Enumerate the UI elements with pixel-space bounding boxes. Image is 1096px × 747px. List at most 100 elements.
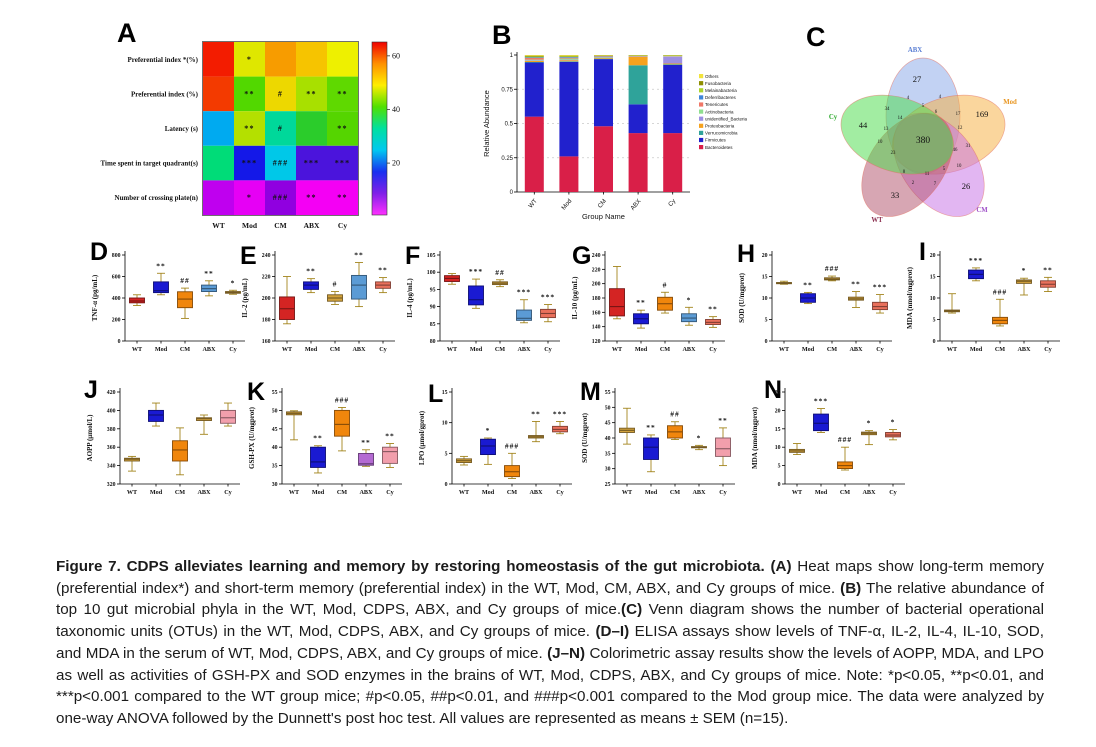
svg-text:10: 10: [762, 296, 768, 302]
svg-text:320: 320: [107, 482, 116, 488]
svg-text:Cy: Cy: [556, 489, 564, 496]
svg-text:Cy: Cy: [1044, 346, 1052, 353]
svg-text:Verrucomicrobia: Verrucomicrobia: [705, 131, 738, 136]
svg-text:ABX: ABX: [304, 221, 320, 230]
svg-text:##: ##: [495, 268, 505, 277]
svg-text:###: ###: [993, 287, 1007, 296]
svg-text:Melainabacteria: Melainabacteria: [705, 88, 737, 93]
svg-text:**: **: [378, 266, 388, 275]
svg-text:17: 17: [956, 112, 961, 117]
svg-text:WT: WT: [612, 346, 623, 353]
svg-text:Mod: Mod: [802, 346, 815, 353]
svg-text:ABX: ABX: [849, 346, 863, 353]
svg-text:Cy: Cy: [338, 221, 347, 230]
svg-text:CM: CM: [596, 198, 608, 210]
svg-text:*: *: [867, 419, 872, 428]
svg-text:25: 25: [775, 390, 781, 396]
svg-text:MDA (nmol/mgprot): MDA (nmol/mgprot): [751, 406, 759, 469]
svg-text:Mod: Mod: [645, 489, 658, 496]
svg-text:ABX: ABX: [197, 489, 211, 496]
panel-letter-n: N: [764, 376, 783, 404]
svg-text:CM: CM: [976, 207, 988, 214]
svg-text:***: ***: [814, 397, 828, 406]
svg-text:5: 5: [778, 464, 781, 470]
svg-text:Mod: Mod: [1003, 99, 1017, 106]
svg-text:SOD (U/mgprot): SOD (U/mgprot): [581, 412, 589, 463]
svg-text:**: **: [204, 269, 214, 278]
svg-text:10: 10: [930, 296, 936, 302]
panel-letter-c: C: [806, 22, 826, 52]
svg-text:Tenericutes: Tenericutes: [705, 102, 729, 107]
svg-text:###: ###: [838, 435, 852, 444]
svg-text:***: ***: [873, 283, 887, 292]
svg-text:***: ***: [335, 159, 351, 168]
svg-text:WT: WT: [947, 346, 958, 353]
svg-text:Cy: Cy: [829, 114, 838, 121]
panel-letter-k: K: [247, 378, 266, 406]
svg-text:ABX: ABX: [862, 489, 876, 496]
svg-text:8: 8: [903, 170, 906, 175]
svg-text:380: 380: [916, 136, 931, 146]
svg-text:55: 55: [605, 390, 611, 396]
svg-text:40: 40: [392, 105, 400, 114]
svg-text:2: 2: [912, 181, 915, 186]
svg-text:30: 30: [272, 482, 278, 488]
svg-text:ABX: ABX: [692, 489, 706, 496]
svg-text:AOPP (μmol/L): AOPP (μmol/L): [86, 414, 94, 462]
boxplot-aopp: 320 340 360 380 400 420 WT Mod CM ABX Cy AOPP (μmol…: [86, 388, 240, 496]
svg-text:CM: CM: [660, 346, 670, 353]
svg-text:IL-4 (pg/mL): IL-4 (pg/mL): [406, 278, 414, 318]
svg-text:***: ***: [242, 159, 258, 168]
svg-text:Mod: Mod: [970, 346, 983, 353]
panel-letter-m: M: [580, 378, 601, 406]
svg-text:**: **: [385, 432, 395, 441]
svg-text:5: 5: [933, 318, 936, 324]
svg-text:Mod: Mod: [150, 489, 163, 496]
panel-letter-i: I: [919, 238, 926, 266]
panel-letter-g: G: [572, 242, 592, 270]
svg-text:**: **: [156, 261, 166, 270]
svg-text:***: ***: [469, 267, 483, 276]
svg-text:90: 90: [430, 305, 436, 311]
svg-text:220: 220: [592, 267, 601, 273]
svg-text:0: 0: [765, 339, 768, 345]
panel-letter-a: A: [117, 18, 137, 48]
svg-text:15: 15: [762, 275, 768, 281]
svg-text:GSH-PX (U/mgprot): GSH-PX (U/mgprot): [248, 406, 256, 469]
svg-text:ABX: ABX: [359, 489, 373, 496]
svg-text:4: 4: [939, 95, 942, 100]
svg-text:400: 400: [107, 408, 116, 414]
svg-text:SOD (U/mgprot): SOD (U/mgprot): [738, 272, 746, 323]
svg-text:10: 10: [878, 140, 883, 145]
svg-text:WT: WT: [459, 489, 470, 496]
boxplot-gshpx: 30 35 40 45 50 55 WT Mod ** CM ### ABX ** Cy ** GSH-PX …: [248, 388, 402, 496]
svg-text:***: ***: [969, 256, 983, 265]
svg-text:10: 10: [442, 421, 448, 427]
panel-letter-b: B: [492, 20, 512, 50]
svg-text:20: 20: [775, 408, 781, 414]
svg-text:220: 220: [262, 275, 271, 281]
svg-text:12: 12: [958, 126, 963, 131]
stacked-bar-chart: 0 0.25 0.5 0.75 1 WT Mod CM ABX Cy Group Name Relat…: [482, 52, 748, 221]
svg-text:40: 40: [272, 445, 278, 451]
svg-text:Cy: Cy: [544, 346, 552, 353]
svg-text:##: ##: [180, 276, 190, 285]
svg-text:WT: WT: [792, 489, 803, 496]
svg-text:Firmicutes: Firmicutes: [705, 138, 727, 143]
svg-text:600: 600: [112, 275, 121, 281]
svg-text:240: 240: [592, 253, 601, 259]
svg-text:*: *: [697, 433, 702, 442]
svg-text:Cy: Cy: [876, 346, 884, 353]
svg-text:5: 5: [765, 318, 768, 324]
svg-text:**: **: [531, 409, 541, 418]
boxplot-mda-serum: 0 5 10 15 20 WT Mod *** CM ### ABX * Cy ** MDA (nmol/m…: [906, 251, 1060, 353]
svg-text:0.5: 0.5: [505, 122, 514, 128]
svg-text:400: 400: [112, 296, 121, 302]
svg-text:20: 20: [930, 253, 936, 259]
svg-text:ABX: ABX: [517, 346, 531, 353]
svg-text:Cy: Cy: [709, 346, 717, 353]
svg-text:WT: WT: [289, 489, 300, 496]
svg-text:60: 60: [392, 51, 400, 60]
svg-text:Others: Others: [705, 74, 719, 79]
svg-text:#: #: [333, 280, 338, 289]
